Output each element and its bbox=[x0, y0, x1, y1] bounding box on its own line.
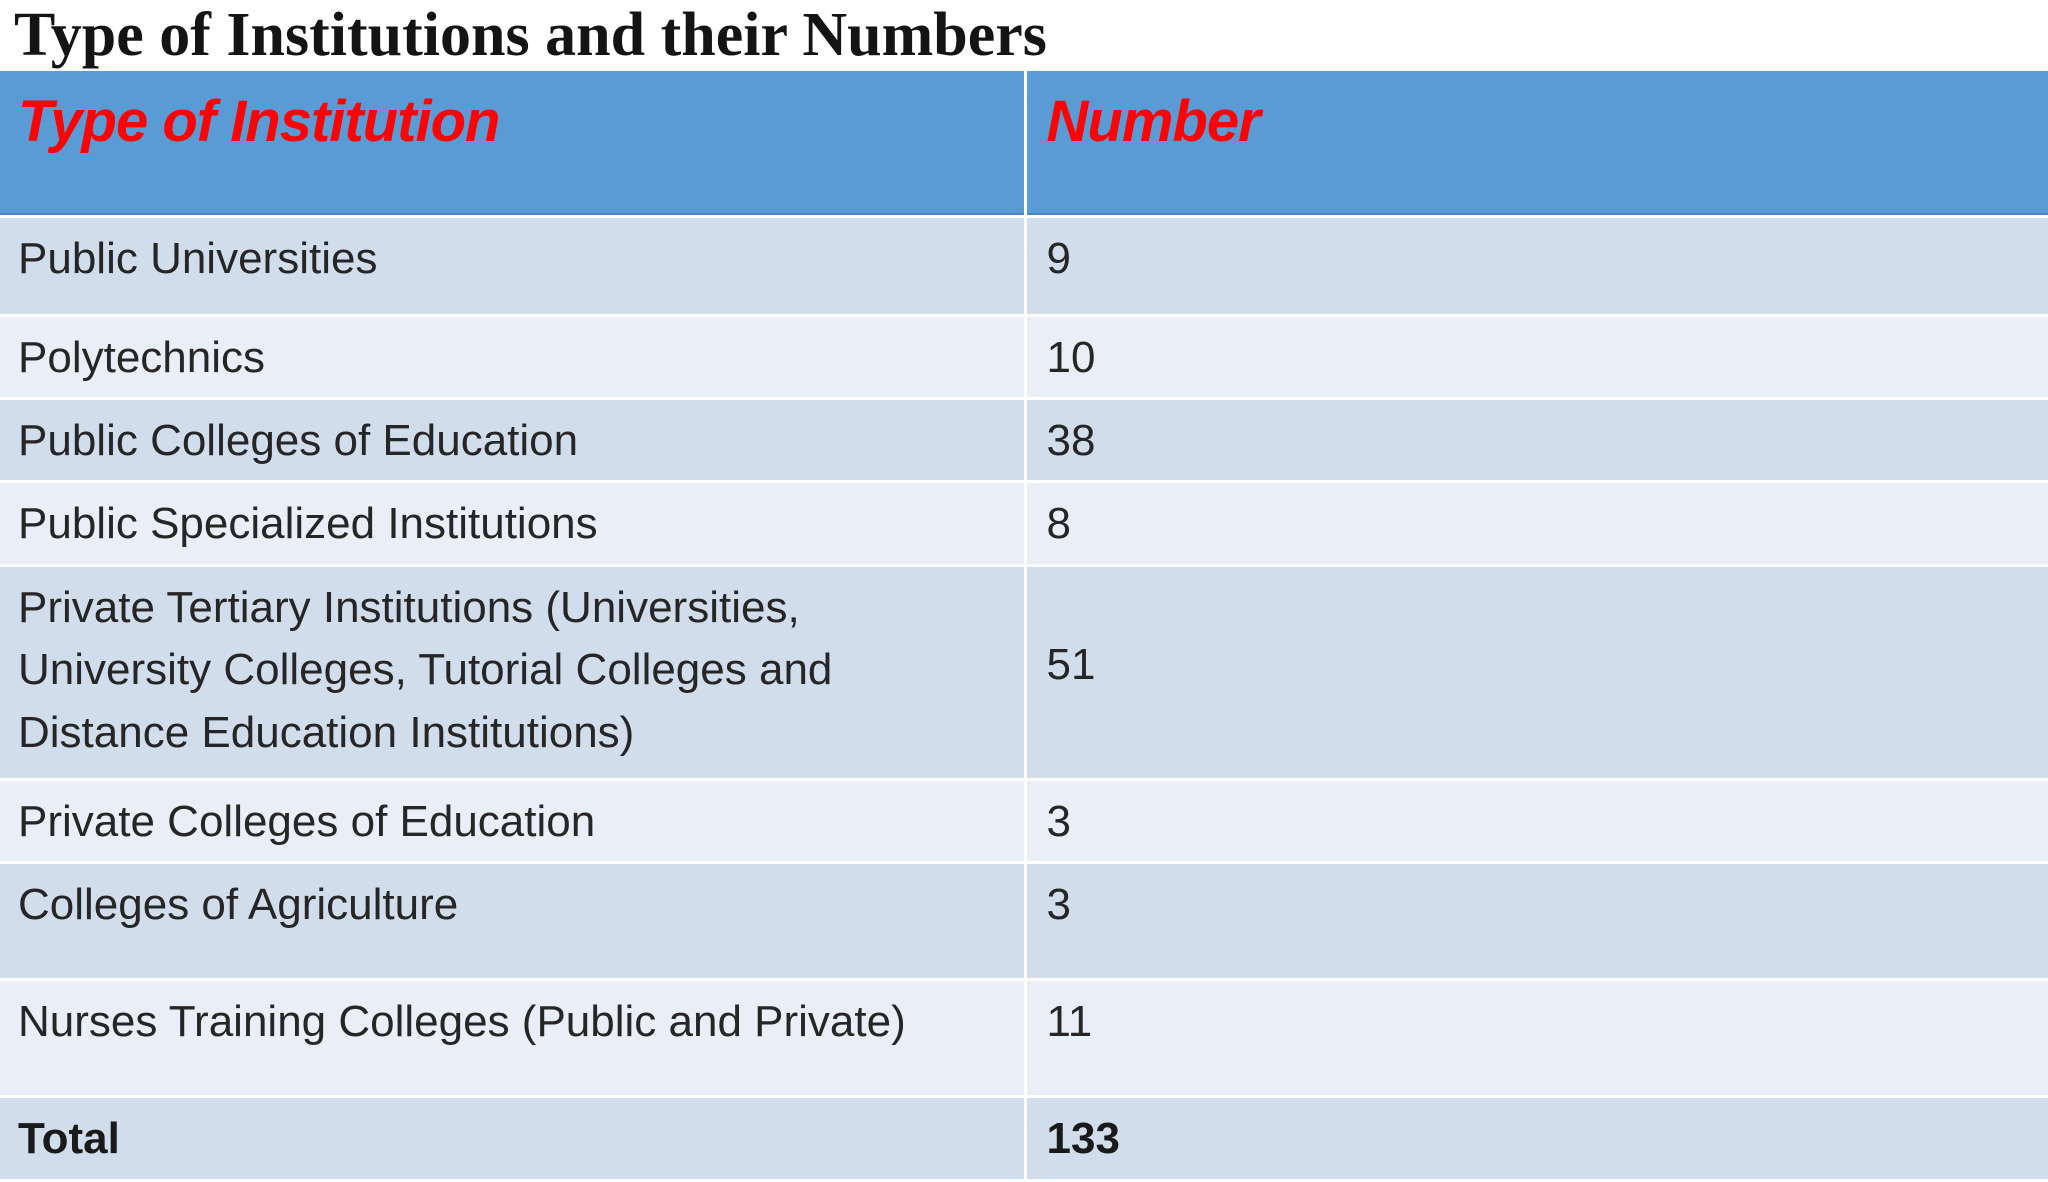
type-cell: Polytechnics bbox=[0, 315, 1025, 400]
number-cell: 8 bbox=[1023, 481, 2048, 567]
header-row: Type of Institution Number bbox=[0, 71, 2048, 218]
type-cell: Private Colleges of Education bbox=[0, 779, 1025, 865]
number-cell: 10 bbox=[1023, 315, 2048, 400]
type-cell: Public Specialized Institutions bbox=[0, 481, 1025, 567]
table-row: Private Tertiary Institutions (Universit… bbox=[0, 565, 2048, 781]
number-cell: 3 bbox=[1023, 779, 2048, 865]
table-row: Colleges of Agriculture 3 bbox=[0, 862, 2048, 982]
type-cell: Public Universities bbox=[0, 216, 1025, 317]
total-row: Total 133 bbox=[0, 1096, 2048, 1182]
number-cell: 11 bbox=[1023, 979, 2048, 1099]
type-cell: Public Colleges of Education bbox=[0, 398, 1025, 484]
table-row: Public Colleges of Education 38 bbox=[0, 398, 2048, 484]
institutions-table: Type of Institution Number Public Univer… bbox=[0, 71, 2048, 1182]
table-row: Public Specialized Institutions 8 bbox=[0, 481, 2048, 567]
type-cell: Nurses Training Colleges (Public and Pri… bbox=[0, 979, 1025, 1099]
type-cell: Private Tertiary Institutions (Universit… bbox=[0, 565, 1025, 781]
number-cell: 51 bbox=[1023, 565, 2048, 781]
number-cell: 3 bbox=[1023, 862, 2048, 982]
table-row: Nurses Training Colleges (Public and Pri… bbox=[0, 979, 2048, 1099]
table-row: Private Colleges of Education 3 bbox=[0, 779, 2048, 865]
type-cell: Colleges of Agriculture bbox=[0, 862, 1025, 982]
table-row: Polytechnics 10 bbox=[0, 315, 2048, 400]
column-header-number: Number bbox=[1023, 71, 2048, 218]
page-title: Type of Institutions and their Numbers bbox=[14, 1, 1047, 69]
number-cell: 38 bbox=[1023, 398, 2048, 484]
total-value-cell: 133 bbox=[1023, 1096, 2048, 1182]
number-cell: 9 bbox=[1023, 216, 2048, 317]
table-row: Public Universities 9 bbox=[0, 216, 2048, 317]
total-label-cell: Total bbox=[0, 1096, 1025, 1182]
column-header-type: Type of Institution bbox=[0, 71, 1025, 218]
